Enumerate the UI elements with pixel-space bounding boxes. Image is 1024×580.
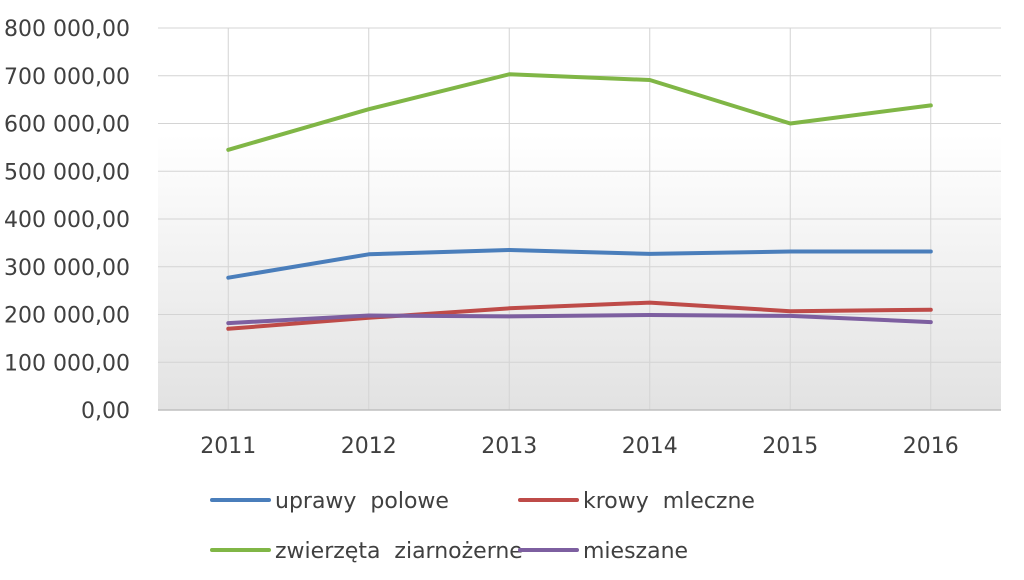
series-line-3 xyxy=(226,313,933,326)
series-line-1 xyxy=(226,300,933,331)
x-tick-label: 2011 xyxy=(200,434,256,459)
x-tick-label: 2014 xyxy=(622,434,678,459)
y-tick-label: 200 000,00 xyxy=(4,304,130,329)
y-tick-label: 0,00 xyxy=(81,399,130,424)
x-tick-label: 2013 xyxy=(481,434,537,459)
series-line-0 xyxy=(226,248,933,280)
y-tick-label: 800 000,00 xyxy=(4,17,130,42)
y-tick-label: 100 000,00 xyxy=(4,351,130,376)
x-tick-label: 2016 xyxy=(903,434,959,459)
y-tick-label: 300 000,00 xyxy=(4,256,130,281)
legend-label: krowy mleczne xyxy=(583,489,755,514)
y-tick-label: 500 000,00 xyxy=(4,160,130,185)
legend-label: uprawy polowe xyxy=(275,489,449,514)
legend-label: mieszane xyxy=(583,539,688,564)
x-tick-label: 2012 xyxy=(341,434,397,459)
legend-label: zwierzęta ziarnożerne xyxy=(275,539,523,564)
y-tick-label: 700 000,00 xyxy=(4,65,130,90)
y-tick-label: 400 000,00 xyxy=(4,208,130,233)
series-line-2 xyxy=(226,72,933,152)
x-tick-label: 2015 xyxy=(762,434,818,459)
y-tick-label: 600 000,00 xyxy=(4,113,130,138)
